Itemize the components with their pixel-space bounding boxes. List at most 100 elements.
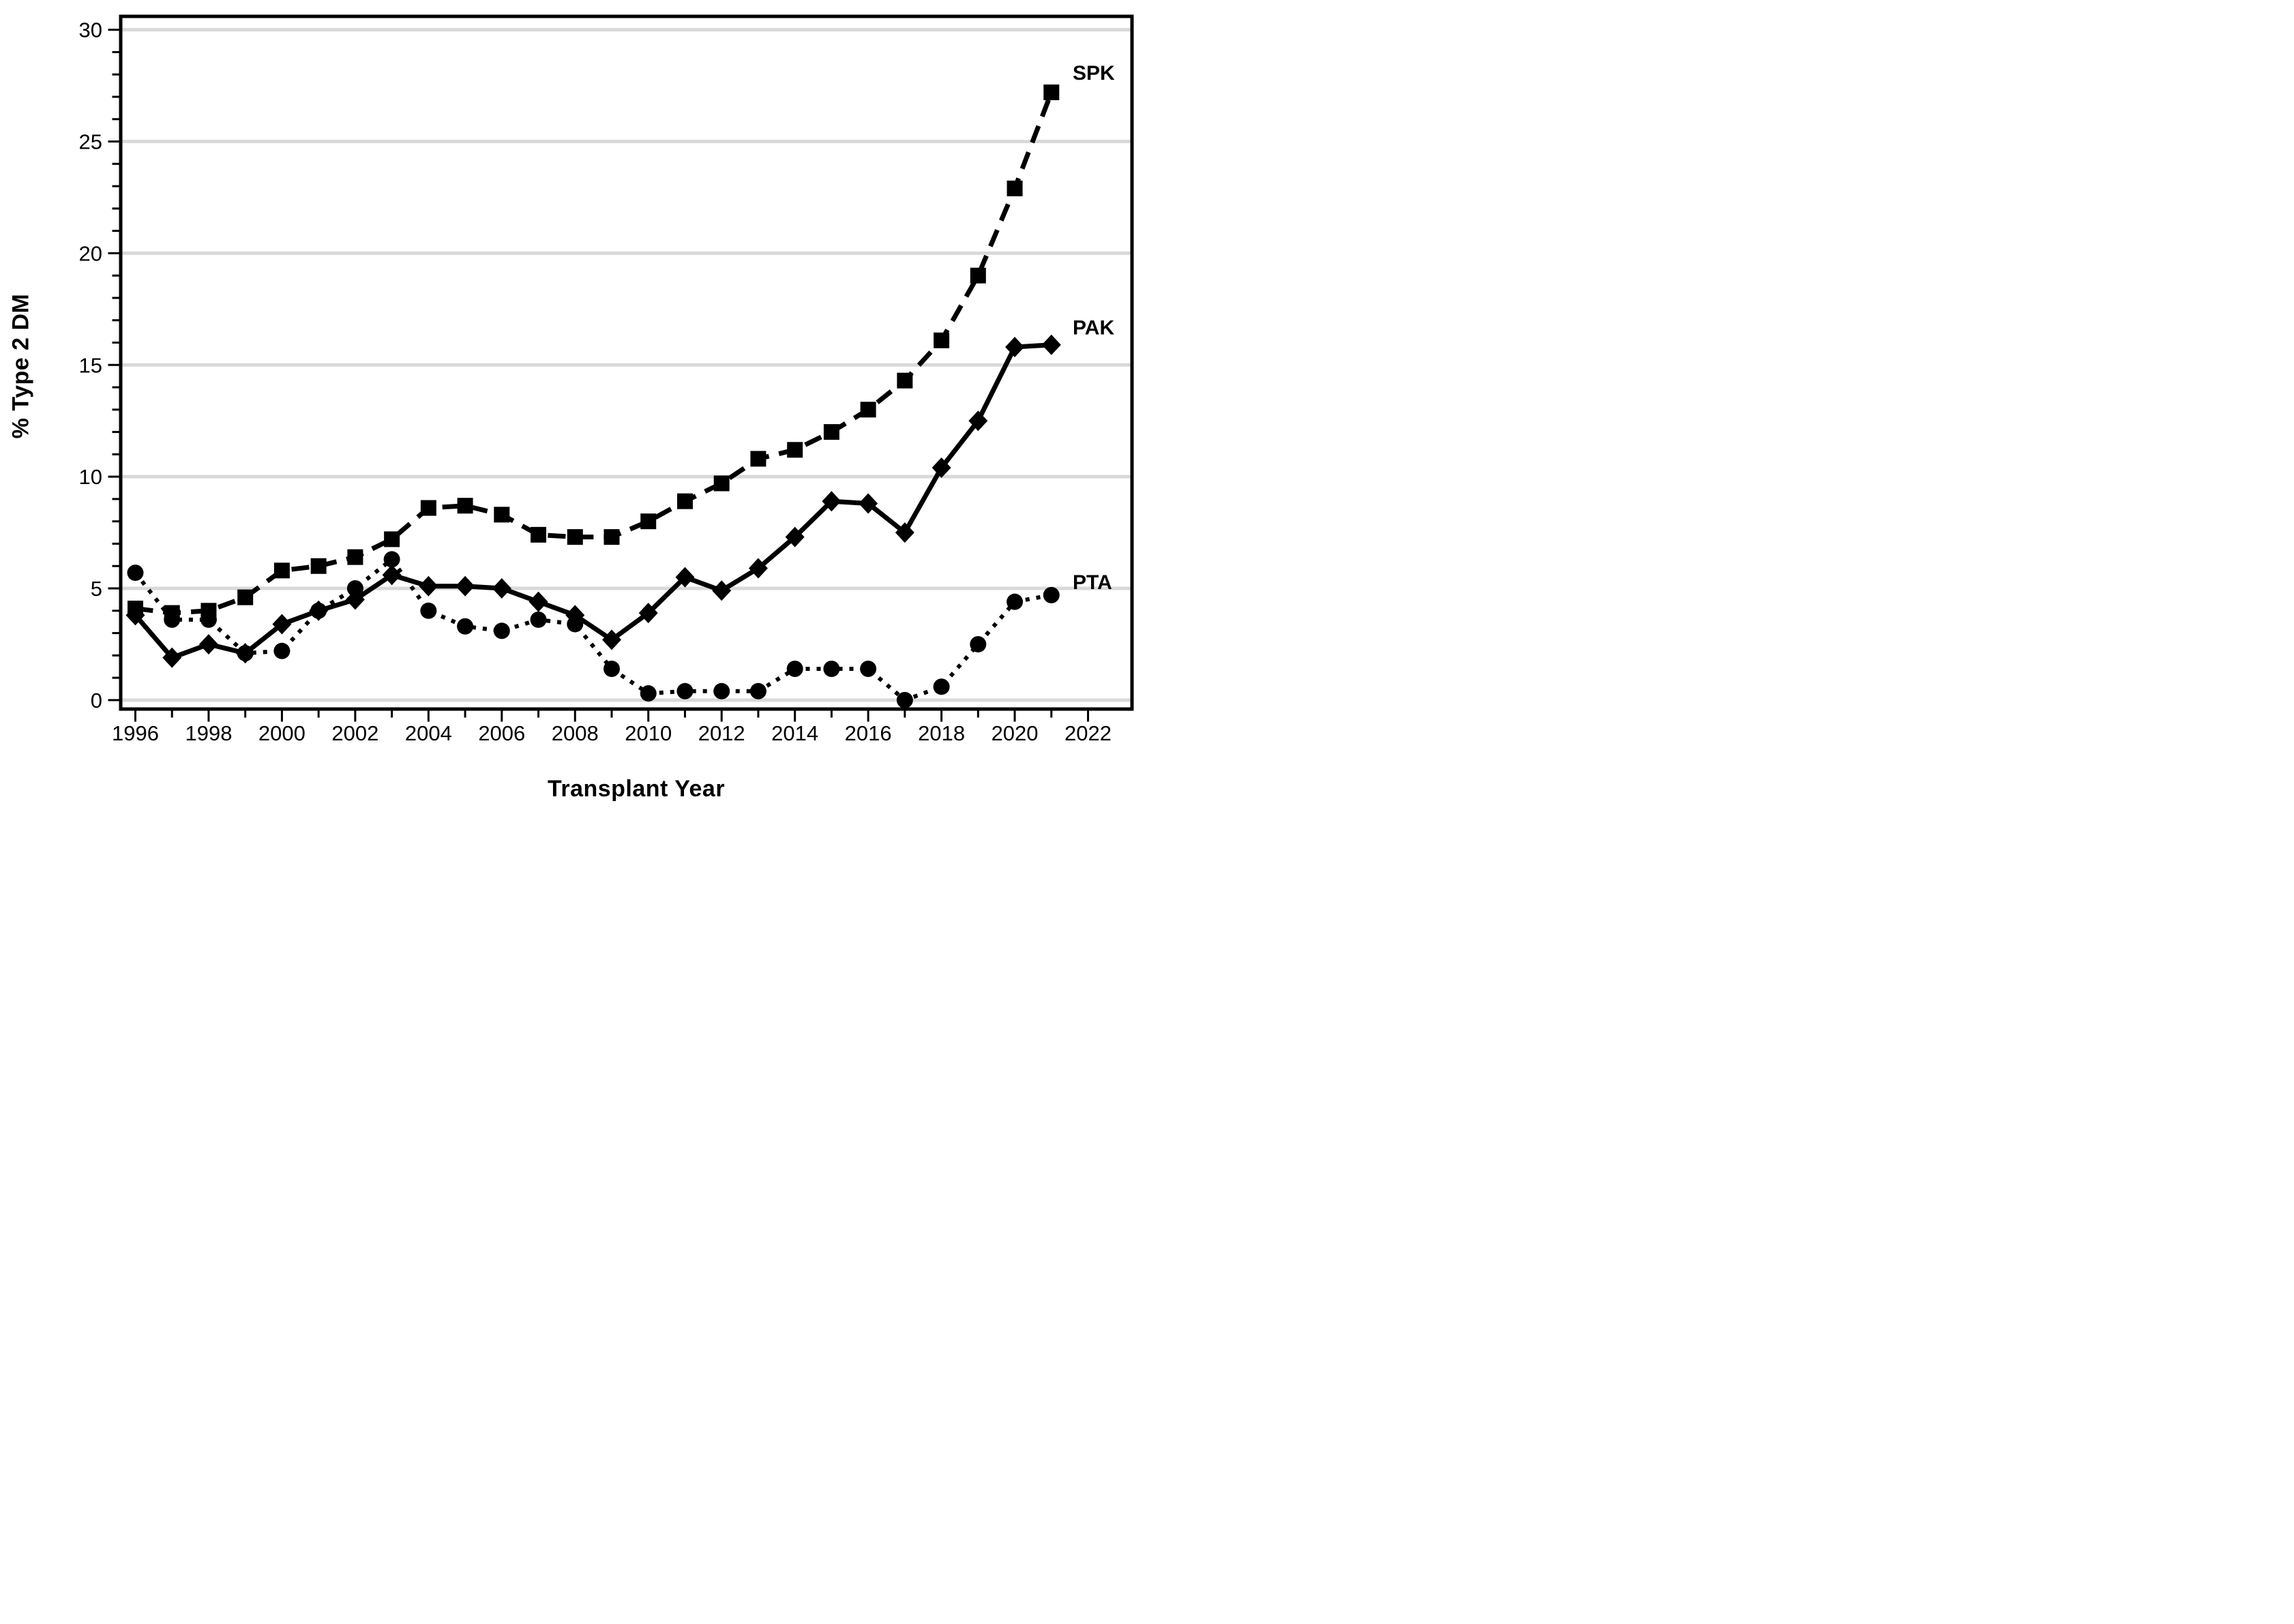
pak-marker xyxy=(895,522,914,543)
pak-marker xyxy=(675,567,695,588)
figure-page: { "chart_data": { "type": "line", "title… xyxy=(0,0,1147,812)
spk-marker xyxy=(1007,180,1023,196)
y-tick-label: 25 xyxy=(79,130,102,154)
pak-marker xyxy=(382,565,402,586)
series-line-spk xyxy=(135,91,1054,616)
spk-marker xyxy=(823,424,839,440)
x-tick-label: 2006 xyxy=(478,721,525,745)
pak-marker xyxy=(859,493,878,514)
spk-marker xyxy=(310,558,327,574)
pta-marker xyxy=(676,682,694,700)
y-tick-label: 10 xyxy=(79,465,102,489)
x-axis-title: Transplant Year xyxy=(547,776,726,802)
pta-marker xyxy=(970,635,987,652)
plot-border xyxy=(119,14,1134,711)
pta-marker xyxy=(1043,586,1060,603)
spk-marker xyxy=(750,451,766,467)
line-chart: 0 5 10 15 20 25 30 1996 1998 2000 2002 2004 2006 2008… xyxy=(79,14,1134,745)
pta-marker xyxy=(164,611,181,628)
y-tick-label: 0 xyxy=(91,689,102,712)
pta-marker xyxy=(310,602,327,619)
x-tick-label: 2018 xyxy=(918,721,965,745)
spk-marker xyxy=(640,513,657,530)
y-tick-label: 15 xyxy=(79,353,102,377)
pak-marker xyxy=(712,580,732,601)
series-line-pak xyxy=(133,342,1052,661)
pta-marker xyxy=(530,611,547,628)
pak-marker xyxy=(528,591,548,612)
pak-marker xyxy=(272,614,292,635)
spk-marker xyxy=(713,475,730,492)
pta-marker xyxy=(237,645,254,662)
pta-marker xyxy=(1007,593,1024,610)
x-tick-label: 2020 xyxy=(992,721,1039,745)
spk-marker xyxy=(457,498,473,514)
pta-marker xyxy=(127,565,144,582)
pta-marker xyxy=(640,685,657,702)
x-tick-label: 2012 xyxy=(698,721,745,745)
pak-marker xyxy=(1041,334,1061,355)
pta-marker xyxy=(200,611,217,628)
pta-marker xyxy=(493,622,510,640)
spk-marker xyxy=(934,332,950,348)
spk-marker xyxy=(273,562,290,579)
pta-marker xyxy=(860,661,877,678)
x-tick-label: 2008 xyxy=(552,721,599,745)
pak-marker xyxy=(162,647,182,668)
pak-marker xyxy=(968,410,988,432)
x-tick-label: 1998 xyxy=(185,721,232,745)
x-tick-label: 2010 xyxy=(625,721,672,745)
pak-marker xyxy=(932,457,951,479)
spk-marker xyxy=(494,507,510,523)
spk-marker xyxy=(531,526,547,543)
pta-marker xyxy=(786,661,803,678)
y-tick-label: 30 xyxy=(79,18,102,42)
pak-marker xyxy=(125,605,145,626)
spk-marker xyxy=(676,493,693,509)
pak-marker xyxy=(419,575,438,597)
x-tick-label: 2002 xyxy=(331,721,378,745)
pta-marker xyxy=(383,551,400,568)
y-tick-label: 20 xyxy=(79,241,102,265)
pak-marker xyxy=(748,558,768,579)
pak-marker xyxy=(638,603,658,624)
pta-marker xyxy=(346,580,363,597)
series-label-pta: PTA xyxy=(1073,571,1112,594)
x-tick-label: 2004 xyxy=(405,721,452,745)
spk-marker xyxy=(897,372,913,389)
pta-marker xyxy=(420,602,437,619)
pak-marker xyxy=(456,575,475,597)
x-tick-label: 2000 xyxy=(258,721,306,745)
x-tick-label: 2022 xyxy=(1064,721,1112,745)
spk-marker xyxy=(970,267,986,284)
pak-marker xyxy=(198,633,218,655)
spk-marker xyxy=(567,529,583,545)
pta-marker xyxy=(749,682,766,700)
series-label-spk: SPK xyxy=(1073,62,1115,85)
x-tick-label: 2014 xyxy=(771,721,818,745)
pta-marker xyxy=(823,661,840,678)
series-label-pak: PAK xyxy=(1073,317,1114,340)
y-axis-title: % Type 2 DM xyxy=(8,293,34,439)
pak-marker xyxy=(785,526,805,547)
pta-marker xyxy=(896,691,913,708)
spk-marker xyxy=(604,529,620,545)
spk-marker xyxy=(384,531,400,547)
pta-marker xyxy=(457,618,474,635)
pta-marker xyxy=(933,678,950,695)
series-line-pta xyxy=(134,556,1052,703)
pta-marker xyxy=(713,682,730,700)
spk-marker xyxy=(237,589,254,605)
spk-marker xyxy=(787,442,803,458)
y-tick-label: 5 xyxy=(91,577,102,601)
pak-marker xyxy=(492,578,511,599)
spk-marker xyxy=(860,402,876,418)
pak-marker xyxy=(1005,337,1025,358)
x-tick-label: 1996 xyxy=(112,721,159,745)
pak-marker xyxy=(602,629,622,650)
spk-marker xyxy=(420,500,436,516)
x-tick-label: 2016 xyxy=(845,721,892,745)
spk-marker xyxy=(1043,84,1060,100)
pta-marker xyxy=(273,642,291,659)
pta-marker xyxy=(567,616,584,633)
